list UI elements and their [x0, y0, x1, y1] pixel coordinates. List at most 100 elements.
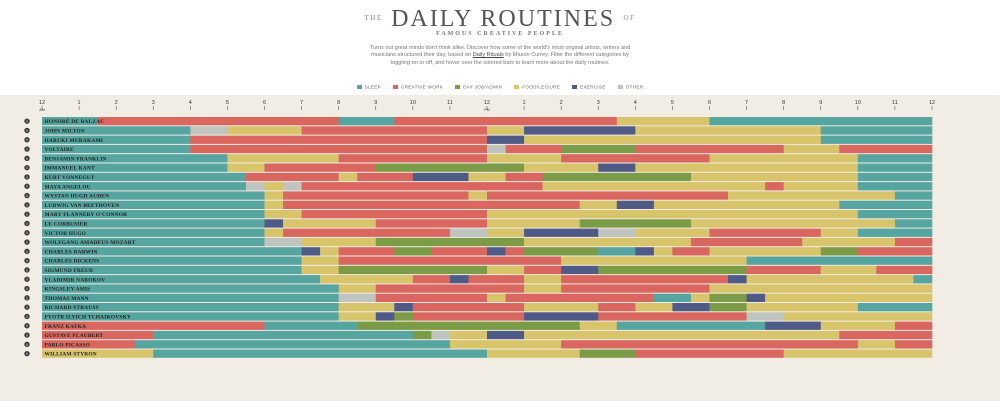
- segment-food[interactable]: [524, 303, 599, 312]
- segment-other[interactable]: [190, 126, 228, 135]
- segment-sleep[interactable]: [820, 126, 933, 135]
- segment-sleep[interactable]: [42, 154, 228, 163]
- segment-creative[interactable]: [97, 117, 339, 126]
- segment-food[interactable]: [301, 256, 339, 265]
- segment-food[interactable]: [524, 330, 747, 340]
- segment-sleep[interactable]: [42, 126, 191, 135]
- segment-sleep[interactable]: [42, 117, 98, 126]
- segment-creative[interactable]: [505, 144, 562, 154]
- segment-other[interactable]: [746, 312, 784, 321]
- segment-food[interactable]: [468, 191, 488, 200]
- segment-sleep[interactable]: [857, 182, 933, 191]
- segment-admin[interactable]: [338, 265, 488, 275]
- segment-sleep[interactable]: [820, 135, 933, 144]
- segment-food[interactable]: [728, 191, 896, 200]
- segment-creative[interactable]: [561, 275, 729, 284]
- segment-creative[interactable]: [357, 172, 414, 182]
- info-icon[interactable]: [24, 137, 30, 143]
- segment-food[interactable]: [264, 182, 284, 191]
- segment-sleep[interactable]: [42, 256, 302, 265]
- segment-admin[interactable]: [375, 163, 525, 172]
- info-icon[interactable]: [24, 202, 30, 208]
- segment-food[interactable]: [783, 349, 933, 358]
- segment-creative[interactable]: [283, 191, 469, 200]
- segment-exercise[interactable]: [524, 312, 599, 321]
- segment-food[interactable]: [746, 303, 859, 312]
- legend-toggle-other[interactable]: OTHER: [617, 84, 644, 89]
- segment-creative[interactable]: [375, 293, 488, 302]
- segment-food[interactable]: [487, 228, 525, 237]
- segment-creative[interactable]: [301, 210, 488, 219]
- segment-creative[interactable]: [468, 275, 525, 284]
- segment-food[interactable]: [783, 182, 859, 191]
- segment-other[interactable]: [264, 237, 302, 247]
- segment-creative[interactable]: [505, 247, 525, 256]
- segment-creative[interactable]: [839, 144, 933, 154]
- segment-sleep[interactable]: [153, 330, 414, 340]
- segment-creative[interactable]: [672, 247, 710, 256]
- segment-creative[interactable]: [839, 330, 933, 340]
- segment-food[interactable]: [690, 172, 859, 182]
- segment-admin[interactable]: [820, 247, 859, 256]
- info-icon[interactable]: [24, 323, 30, 329]
- info-icon[interactable]: [24, 295, 30, 301]
- segment-admin[interactable]: [412, 330, 432, 340]
- segment-sleep[interactable]: [746, 256, 933, 265]
- segment-food[interactable]: [542, 182, 766, 191]
- segment-creative[interactable]: [42, 321, 265, 330]
- segment-sleep[interactable]: [913, 275, 933, 284]
- segment-food[interactable]: [635, 126, 822, 135]
- segment-food[interactable]: [487, 126, 525, 135]
- segment-exercise[interactable]: [301, 247, 321, 256]
- segment-food[interactable]: [320, 275, 414, 284]
- info-icon[interactable]: [24, 211, 30, 217]
- segment-admin[interactable]: [579, 219, 692, 228]
- segment-sleep[interactable]: [42, 247, 302, 256]
- segment-food[interactable]: [227, 163, 265, 172]
- segment-sleep[interactable]: [42, 275, 321, 284]
- segment-sleep[interactable]: [857, 303, 933, 312]
- segment-sleep[interactable]: [42, 265, 302, 275]
- segment-creative[interactable]: [709, 228, 822, 237]
- segment-admin[interactable]: [375, 237, 525, 247]
- segment-sleep[interactable]: [42, 237, 265, 247]
- segment-exercise[interactable]: [487, 135, 525, 144]
- info-icon[interactable]: [24, 276, 30, 282]
- segment-food[interactable]: [746, 275, 914, 284]
- segment-food[interactable]: [783, 312, 933, 321]
- segment-creative[interactable]: [338, 247, 395, 256]
- segment-admin[interactable]: [542, 172, 692, 182]
- segment-admin[interactable]: [394, 312, 414, 321]
- info-icon[interactable]: [24, 304, 30, 310]
- segment-sleep[interactable]: [857, 210, 933, 219]
- segment-sleep[interactable]: [42, 303, 339, 312]
- info-icon[interactable]: [24, 230, 30, 236]
- segment-sleep[interactable]: [42, 200, 265, 209]
- segment-other[interactable]: [245, 182, 265, 191]
- segment-sleep[interactable]: [42, 293, 339, 302]
- segment-food[interactable]: [487, 349, 581, 358]
- segment-creative[interactable]: [505, 293, 655, 302]
- segment-creative[interactable]: [635, 144, 784, 154]
- segment-sleep[interactable]: [42, 284, 339, 293]
- segment-creative[interactable]: [375, 219, 488, 228]
- segment-exercise[interactable]: [598, 163, 636, 172]
- segment-food[interactable]: [338, 303, 395, 312]
- segment-admin[interactable]: [598, 265, 747, 275]
- segment-food[interactable]: [635, 303, 673, 312]
- info-icon[interactable]: [24, 341, 30, 348]
- segment-sleep[interactable]: [42, 210, 265, 219]
- segment-food[interactable]: [227, 126, 302, 135]
- segment-food[interactable]: [487, 154, 562, 163]
- segment-sleep[interactable]: [616, 321, 766, 330]
- segment-food[interactable]: [264, 228, 284, 237]
- segment-food[interactable]: [690, 219, 896, 228]
- segment-creative[interactable]: [375, 284, 525, 293]
- info-icon[interactable]: [24, 174, 30, 180]
- segment-creative[interactable]: [894, 237, 933, 247]
- segment-food[interactable]: [264, 210, 302, 219]
- segment-food[interactable]: [42, 349, 154, 358]
- segment-admin[interactable]: [357, 321, 581, 330]
- segment-exercise[interactable]: [487, 330, 525, 340]
- segment-sleep[interactable]: [857, 228, 933, 237]
